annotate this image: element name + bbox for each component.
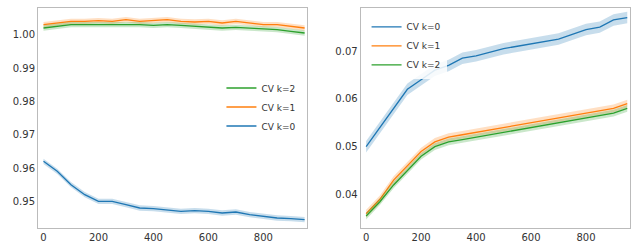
svg-text:0.05: 0.05 <box>335 141 357 152</box>
svg-text:200: 200 <box>412 232 431 243</box>
svg-text:600: 600 <box>522 232 541 243</box>
svg-text:1.00: 1.00 <box>13 29 35 40</box>
svg-text:0.96: 0.96 <box>13 163 35 174</box>
svg-text:0.97: 0.97 <box>13 129 35 140</box>
svg-text:CV k=2: CV k=2 <box>261 84 295 94</box>
svg-text:CV k=2: CV k=2 <box>407 60 441 70</box>
svg-text:0.99: 0.99 <box>13 63 35 74</box>
svg-text:CV k=0: CV k=0 <box>261 122 295 132</box>
svg-text:400: 400 <box>467 232 486 243</box>
svg-text:0.07: 0.07 <box>335 46 357 57</box>
svg-text:CV k=1: CV k=1 <box>261 103 295 113</box>
svg-text:800: 800 <box>254 232 273 243</box>
svg-text:200: 200 <box>89 232 108 243</box>
svg-text:0: 0 <box>40 232 46 243</box>
svg-text:800: 800 <box>576 232 595 243</box>
svg-text:0.98: 0.98 <box>13 96 35 107</box>
svg-text:CV k=1: CV k=1 <box>407 41 441 51</box>
svg-text:600: 600 <box>199 232 218 243</box>
svg-text:0.04: 0.04 <box>335 189 357 200</box>
svg-text:0.06: 0.06 <box>335 93 357 104</box>
svg-text:CV k=0: CV k=0 <box>407 22 441 32</box>
svg-text:0: 0 <box>363 232 369 243</box>
svg-text:0.95: 0.95 <box>13 196 35 207</box>
svg-text:400: 400 <box>144 232 163 243</box>
